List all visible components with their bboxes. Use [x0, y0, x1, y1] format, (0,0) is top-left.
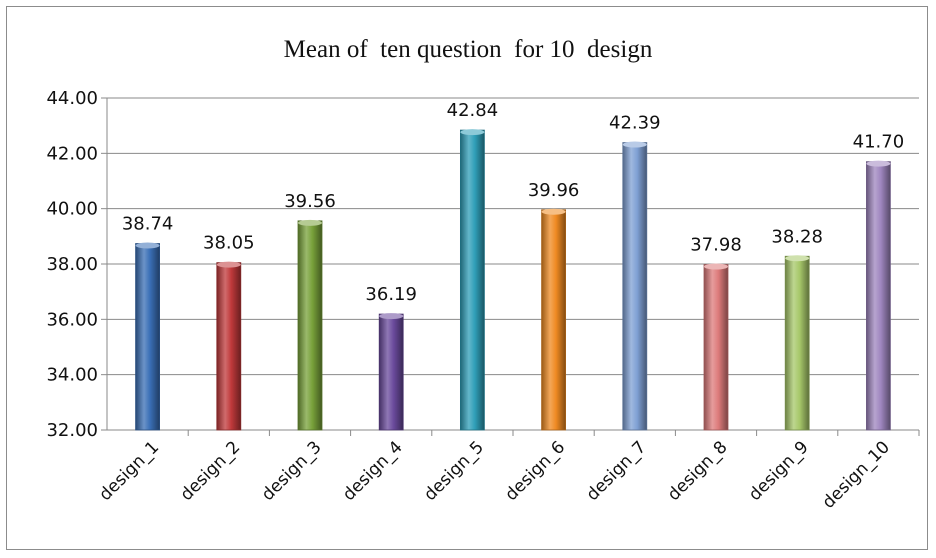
data-label: 38.28	[771, 226, 823, 247]
bar-cap	[460, 129, 485, 136]
bar-design-4	[378, 313, 404, 431]
bar-cap	[704, 263, 728, 270]
x-tick-label: design_8	[664, 437, 732, 505]
x-tick-label: design_1	[95, 437, 163, 505]
bar-design-8	[703, 264, 729, 431]
bar-chart: Mean of ten question for 10 design 38.74…	[46, 36, 920, 513]
x-tick-label: design_4	[339, 437, 407, 505]
gridlines	[107, 97, 919, 376]
bars	[135, 129, 891, 431]
bar-cap	[379, 313, 404, 320]
x-tick-label: design_2	[177, 437, 245, 505]
bar-design-3	[297, 220, 323, 431]
bar-cap	[866, 160, 891, 167]
axes	[101, 97, 920, 436]
bar-cap	[785, 255, 810, 262]
y-tick-label: 32.00	[46, 420, 98, 441]
x-tick-label: design_7	[583, 437, 651, 505]
y-axis-ticks: 32.00 34.00 36.00 38.00 40.00 42.00 44.00	[46, 88, 98, 441]
bar-design-7	[622, 142, 648, 431]
data-label: 37.98	[690, 235, 742, 256]
bar-cap	[216, 261, 241, 268]
bar-cap	[298, 219, 322, 226]
x-tick-label: design_5	[420, 437, 488, 505]
chart-frame: Mean of ten question for 10 design 38.74…	[6, 6, 928, 550]
data-label: 41.70	[853, 132, 905, 153]
bar-cap	[135, 242, 160, 249]
x-tick-label: design_6	[501, 437, 569, 505]
bar-design-2	[216, 262, 242, 431]
data-labels: 38.74 38.05 39.56 36.19 42.84 39.96 42.39 37.98…	[122, 100, 904, 305]
x-tick-label: design_9	[745, 437, 813, 505]
data-label: 38.05	[203, 233, 255, 254]
data-label: 36.19	[365, 284, 417, 305]
y-tick-label: 40.00	[46, 199, 98, 220]
data-label: 39.96	[528, 180, 580, 201]
data-label: 42.84	[447, 100, 499, 121]
bar-design-9	[784, 255, 810, 431]
bar-cap	[541, 208, 566, 215]
data-label: 42.39	[609, 113, 661, 134]
x-axis-ticks: design_1 design_2 design_3 design_4 design_5…	[95, 437, 893, 512]
bar-cap	[622, 141, 647, 148]
y-tick-label: 36.00	[46, 309, 98, 330]
bar-design-5	[459, 129, 485, 431]
data-label: 39.56	[284, 191, 336, 212]
y-tick-label: 44.00	[46, 88, 98, 109]
chart-title: Mean of ten question for 10 design	[284, 36, 653, 63]
y-tick-label: 34.00	[46, 365, 98, 386]
y-tick-label: 42.00	[46, 143, 98, 164]
x-tick-label: design_3	[258, 437, 326, 505]
bar-design-1	[135, 243, 161, 431]
y-tick-label: 38.00	[46, 254, 98, 275]
bar-design-10	[866, 161, 891, 431]
bar-design-6	[541, 209, 566, 431]
x-tick-label: design_10	[819, 437, 894, 512]
data-label: 38.74	[122, 214, 174, 235]
